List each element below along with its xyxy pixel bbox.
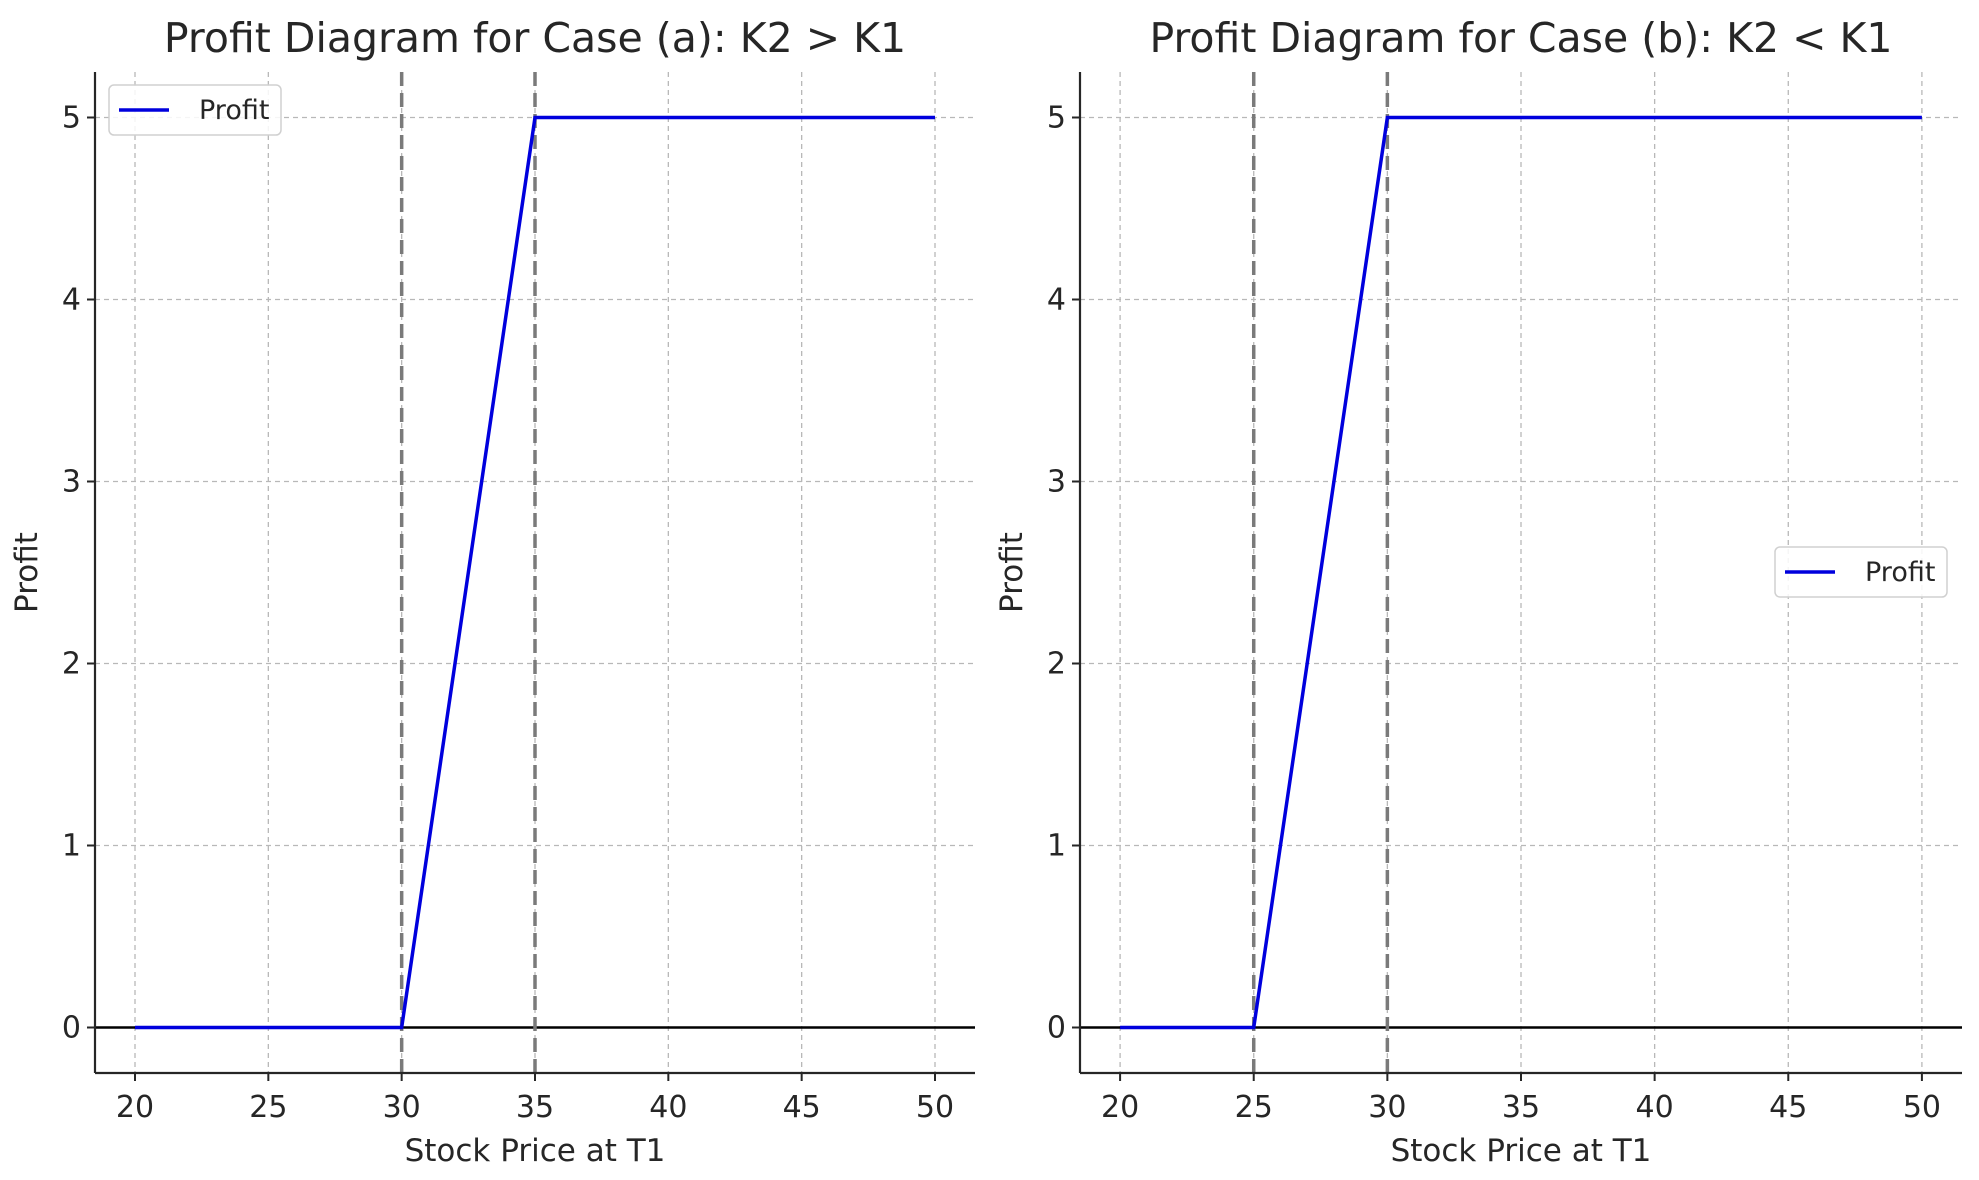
legend-label: Profit	[1865, 557, 1935, 588]
y-tick-label: 2	[62, 647, 81, 682]
x-tick-label: 30	[1368, 1090, 1406, 1125]
x-axis-label: Stock Price at T1	[1391, 1133, 1652, 1169]
x-tick-label: 30	[383, 1090, 421, 1125]
x-tick-label: 40	[1636, 1090, 1674, 1125]
chart-title: Profit Diagram for Case (a): K2 > K1	[164, 14, 906, 62]
y-tick-label: 3	[1047, 465, 1066, 500]
x-tick-label: 40	[649, 1090, 687, 1125]
legend-label: Profit	[199, 95, 269, 126]
chart-title: Profit Diagram for Case (b): K2 < K1	[1149, 14, 1892, 62]
x-tick-label: 25	[1235, 1090, 1273, 1125]
profit-series-line	[1120, 115, 1922, 1030]
y-tick-label: 1	[1047, 829, 1066, 864]
legend-box	[108, 84, 282, 136]
x-tick-label: 20	[1101, 1090, 1139, 1125]
x-axis-label: Stock Price at T1	[405, 1133, 666, 1169]
y-tick-label: 1	[62, 829, 81, 864]
y-tick-label: 4	[1047, 283, 1066, 318]
y-axis-label: Profit	[994, 532, 1030, 613]
x-tick-label: 50	[1903, 1090, 1941, 1125]
y-tick-label: 0	[62, 1011, 81, 1046]
y-axis-label: Profit	[9, 532, 45, 613]
y-tick-label: 2	[1047, 647, 1066, 682]
x-tick-label: 35	[516, 1090, 554, 1125]
legend-box	[1774, 546, 1948, 598]
x-tick-label: 45	[783, 1090, 821, 1125]
x-tick-label: 50	[916, 1090, 954, 1125]
y-tick-label: 3	[62, 465, 81, 500]
y-tick-label: 4	[62, 283, 81, 318]
x-tick-label: 25	[249, 1090, 287, 1125]
y-tick-label: 5	[62, 101, 81, 136]
x-tick-label: 35	[1502, 1090, 1540, 1125]
x-tick-label: 45	[1769, 1090, 1807, 1125]
x-tick-label: 20	[116, 1090, 154, 1125]
y-tick-label: 0	[1047, 1011, 1066, 1046]
y-tick-label: 5	[1047, 101, 1066, 136]
profit-series-line	[135, 115, 935, 1030]
